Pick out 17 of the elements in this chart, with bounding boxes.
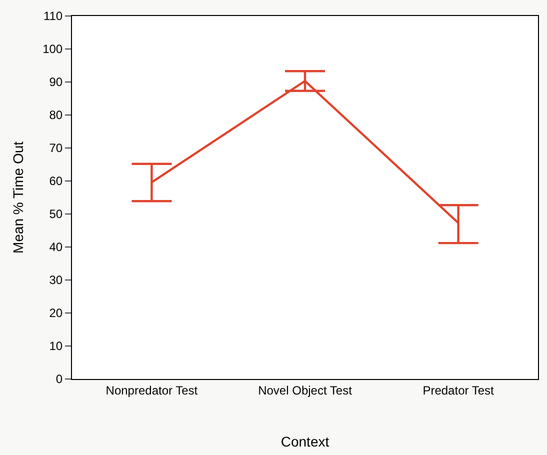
y-tick-label: 80 <box>49 108 63 122</box>
y-axis-title: Mean % Time Out <box>10 141 26 254</box>
x-tick-label: Nonpredator Test <box>106 383 198 398</box>
x-axis-title: Context <box>280 434 330 450</box>
y-tick-label: 50 <box>49 207 63 222</box>
y-tick-label: 60 <box>49 174 63 188</box>
y-tick-label: 40 <box>49 240 63 254</box>
x-tick-label: Novel Object Test <box>258 383 353 398</box>
y-tick-label: 20 <box>49 306 63 320</box>
y-tick-label: 90 <box>49 75 63 90</box>
y-tick-label: 70 <box>49 141 63 156</box>
y-tick-label: 30 <box>49 273 63 288</box>
y-tick-label: 0 <box>56 372 63 386</box>
y-tick-label: 100 <box>42 42 63 56</box>
y-tick-label: 110 <box>43 9 63 24</box>
y-tick-label: 10 <box>49 339 63 354</box>
x-tick-label: Predator Test <box>422 383 495 398</box>
